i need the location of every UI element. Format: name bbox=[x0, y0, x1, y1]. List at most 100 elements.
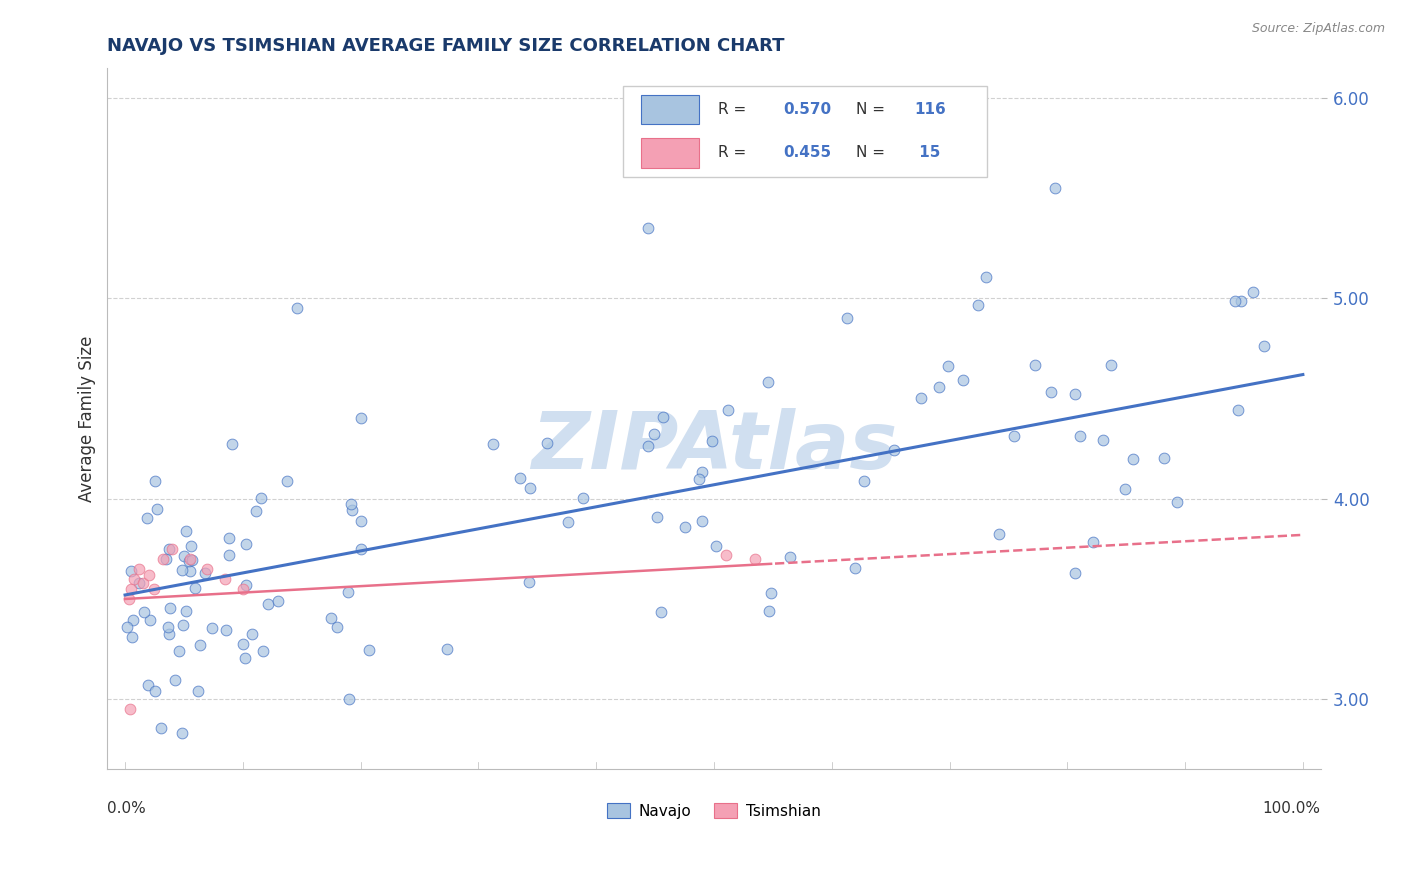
Point bbox=[509, 471, 531, 485]
Point bbox=[853, 474, 876, 488]
Point bbox=[184, 581, 207, 595]
Y-axis label: Average Family Size: Average Family Size bbox=[79, 335, 96, 502]
Point bbox=[1064, 566, 1087, 581]
Point bbox=[200, 621, 222, 635]
Point bbox=[194, 566, 217, 581]
Point bbox=[173, 549, 195, 564]
Point bbox=[702, 434, 724, 448]
Point bbox=[152, 552, 174, 566]
Point bbox=[218, 531, 240, 545]
Point bbox=[215, 624, 238, 638]
Point bbox=[170, 563, 193, 577]
Point bbox=[121, 613, 143, 627]
Point bbox=[688, 472, 710, 486]
Point bbox=[651, 410, 673, 425]
Point bbox=[482, 436, 505, 450]
Point bbox=[156, 619, 179, 633]
Point bbox=[174, 524, 197, 538]
Point bbox=[146, 501, 169, 516]
Point bbox=[744, 552, 766, 566]
Point bbox=[519, 574, 541, 589]
Point bbox=[256, 597, 278, 611]
Point bbox=[149, 721, 172, 735]
Point bbox=[1069, 429, 1091, 443]
Point bbox=[221, 437, 243, 451]
Point bbox=[1241, 285, 1264, 299]
Point bbox=[124, 572, 146, 586]
Point bbox=[319, 611, 342, 625]
Point bbox=[779, 550, 801, 565]
Point bbox=[987, 526, 1010, 541]
Point bbox=[267, 594, 290, 608]
Point bbox=[117, 592, 139, 607]
Point bbox=[232, 637, 254, 651]
Point bbox=[172, 617, 194, 632]
Point bbox=[121, 630, 143, 644]
Point bbox=[187, 684, 209, 698]
Point bbox=[1099, 359, 1122, 373]
Point bbox=[180, 539, 202, 553]
Point bbox=[637, 221, 659, 235]
Text: NAVAJO VS TSIMSHIAN AVERAGE FAMILY SIZE CORRELATION CHART: NAVAJO VS TSIMSHIAN AVERAGE FAMILY SIZE … bbox=[107, 37, 785, 55]
Point bbox=[690, 514, 713, 528]
Text: ZIPAtlas: ZIPAtlas bbox=[531, 408, 897, 485]
Point bbox=[285, 301, 308, 316]
Point bbox=[235, 537, 257, 551]
Point bbox=[232, 582, 254, 596]
Point bbox=[128, 562, 150, 576]
Point bbox=[673, 519, 696, 533]
Point bbox=[121, 564, 143, 578]
Legend: Navajo, Tsimshian: Navajo, Tsimshian bbox=[600, 797, 827, 825]
Point bbox=[1091, 433, 1114, 447]
Point bbox=[218, 548, 240, 562]
Point bbox=[349, 514, 371, 528]
Point bbox=[883, 442, 905, 457]
Point bbox=[118, 702, 141, 716]
Point bbox=[117, 620, 139, 634]
Text: Source: ZipAtlas.com: Source: ZipAtlas.com bbox=[1251, 22, 1385, 36]
Point bbox=[138, 613, 160, 627]
Point bbox=[928, 380, 950, 394]
Point bbox=[157, 626, 180, 640]
Point bbox=[132, 605, 155, 619]
Point bbox=[758, 604, 780, 618]
Point bbox=[1166, 495, 1188, 509]
Point bbox=[245, 504, 267, 518]
Point bbox=[169, 643, 191, 657]
Point bbox=[120, 582, 142, 596]
Point bbox=[179, 552, 201, 566]
Point bbox=[197, 562, 219, 576]
Point bbox=[276, 475, 298, 489]
Point bbox=[340, 502, 363, 516]
Point bbox=[714, 548, 737, 562]
Point bbox=[952, 373, 974, 387]
Point bbox=[179, 564, 201, 578]
Point bbox=[160, 541, 183, 556]
Point bbox=[155, 552, 177, 566]
Point bbox=[643, 427, 665, 442]
Point bbox=[1226, 402, 1249, 417]
Point bbox=[177, 554, 200, 568]
Point bbox=[645, 509, 668, 524]
Point bbox=[233, 651, 256, 665]
Text: 0.0%: 0.0% bbox=[107, 801, 146, 816]
Point bbox=[1114, 483, 1136, 497]
Point bbox=[436, 641, 458, 656]
Point bbox=[835, 311, 858, 326]
Point bbox=[242, 627, 264, 641]
Point bbox=[181, 552, 204, 566]
Point bbox=[557, 515, 579, 529]
Point bbox=[1043, 181, 1066, 195]
Point bbox=[252, 644, 274, 658]
Point bbox=[138, 568, 160, 582]
Point bbox=[976, 269, 998, 284]
Point bbox=[170, 726, 193, 740]
Point bbox=[716, 402, 738, 417]
Point bbox=[136, 678, 159, 692]
Point bbox=[128, 575, 150, 590]
Point bbox=[910, 391, 932, 405]
Point bbox=[159, 601, 181, 615]
Point bbox=[966, 298, 988, 312]
Point bbox=[650, 605, 672, 619]
Point bbox=[1002, 428, 1025, 442]
